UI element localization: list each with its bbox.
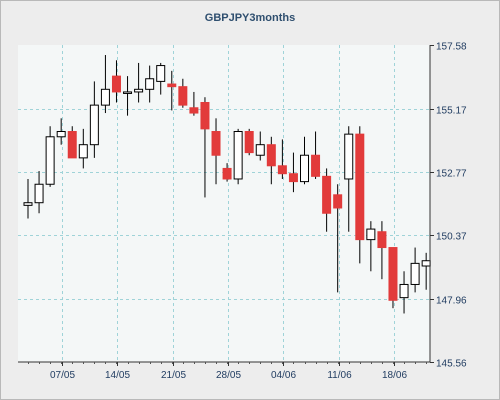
x-tick-label: 07/05 [50, 370, 75, 381]
candle [111, 60, 121, 103]
candle-body [277, 165, 287, 175]
candle [366, 221, 376, 272]
y-tick-label: 152.77 [436, 169, 467, 180]
candle-body [322, 175, 332, 214]
candle-body [410, 262, 420, 285]
candle [156, 62, 166, 95]
candle-body [123, 91, 133, 94]
candle [34, 171, 44, 214]
candle [377, 221, 387, 280]
candle [244, 128, 254, 156]
candle [200, 97, 210, 198]
candle [288, 152, 298, 193]
candle [145, 65, 155, 103]
x-tick-label: 18/06 [382, 370, 407, 381]
candle [222, 163, 232, 182]
candle [189, 91, 199, 116]
candle [100, 55, 110, 114]
candle-body [255, 144, 265, 156]
candle-body [244, 131, 254, 154]
candle [233, 128, 243, 185]
candle-body [145, 78, 155, 90]
candle [388, 247, 398, 309]
candle-body [311, 154, 321, 177]
candle-body [421, 260, 431, 267]
candle [123, 76, 133, 116]
candle-body [388, 247, 398, 301]
candle [333, 184, 343, 293]
candle-body [67, 131, 77, 159]
candle-body [233, 131, 243, 180]
candle-body [344, 133, 354, 180]
candle [255, 131, 265, 161]
candle-body [78, 144, 88, 159]
candle [410, 247, 420, 293]
candle [311, 131, 321, 179]
candle-body [23, 202, 33, 206]
candle-body [111, 75, 121, 93]
candle [56, 118, 66, 145]
candle [211, 118, 221, 185]
candle-body [156, 65, 166, 82]
candle [23, 178, 33, 219]
x-tick-label: 11/06 [327, 370, 352, 381]
candle [67, 126, 77, 159]
candle-body [222, 167, 232, 180]
candle-body [167, 83, 177, 88]
candle-body [56, 131, 66, 138]
candle-body [288, 173, 298, 183]
candle-body [399, 283, 409, 299]
candle [399, 271, 409, 314]
candle-body [189, 107, 199, 114]
y-tick-label: 157.58 [436, 42, 467, 53]
y-tick-label: 155.17 [436, 106, 467, 117]
candle-body [300, 154, 309, 183]
candle [167, 70, 177, 111]
x-tick-label: 28/05 [216, 370, 241, 381]
candles [23, 55, 431, 314]
candle-body [45, 136, 55, 185]
axes [18, 45, 434, 366]
candle [89, 81, 99, 158]
candle-body [211, 131, 221, 156]
candle-body [266, 144, 276, 167]
candle-body [377, 231, 387, 249]
candle-body [355, 133, 365, 241]
x-tick-label: 21/05 [161, 370, 186, 381]
candle-body [366, 228, 376, 241]
candle [344, 126, 354, 232]
x-tick-label: 14/05 [105, 370, 130, 381]
x-tick-label: 04/06 [271, 370, 296, 381]
candle-body [200, 101, 210, 130]
x-tick-labels: 07/05 14/05 21/05 28/05 04/06 11/06 18/06 [50, 370, 407, 381]
candle [134, 62, 144, 103]
candle-body [100, 88, 110, 106]
candle [45, 126, 55, 187]
y-tick-label: 145.56 [436, 359, 467, 370]
plot-area [18, 45, 430, 362]
candle [300, 136, 309, 185]
chart-title: GBPJPY3months [204, 12, 296, 24]
y-tick-label: 147.96 [436, 296, 467, 307]
candle [277, 139, 287, 179]
y-tick-labels: 157.58 155.17 152.77 150.37 147.96 145.56 [436, 42, 467, 370]
candle [355, 126, 365, 264]
candle-body [134, 88, 144, 93]
candle-body [34, 183, 44, 204]
candle [178, 78, 188, 108]
candle [266, 136, 276, 185]
candle-body [89, 104, 99, 146]
y-tick-label: 150.37 [436, 232, 467, 243]
candle [322, 168, 332, 232]
candle [78, 128, 88, 169]
candle-body [178, 86, 188, 106]
candle-body [333, 194, 343, 209]
